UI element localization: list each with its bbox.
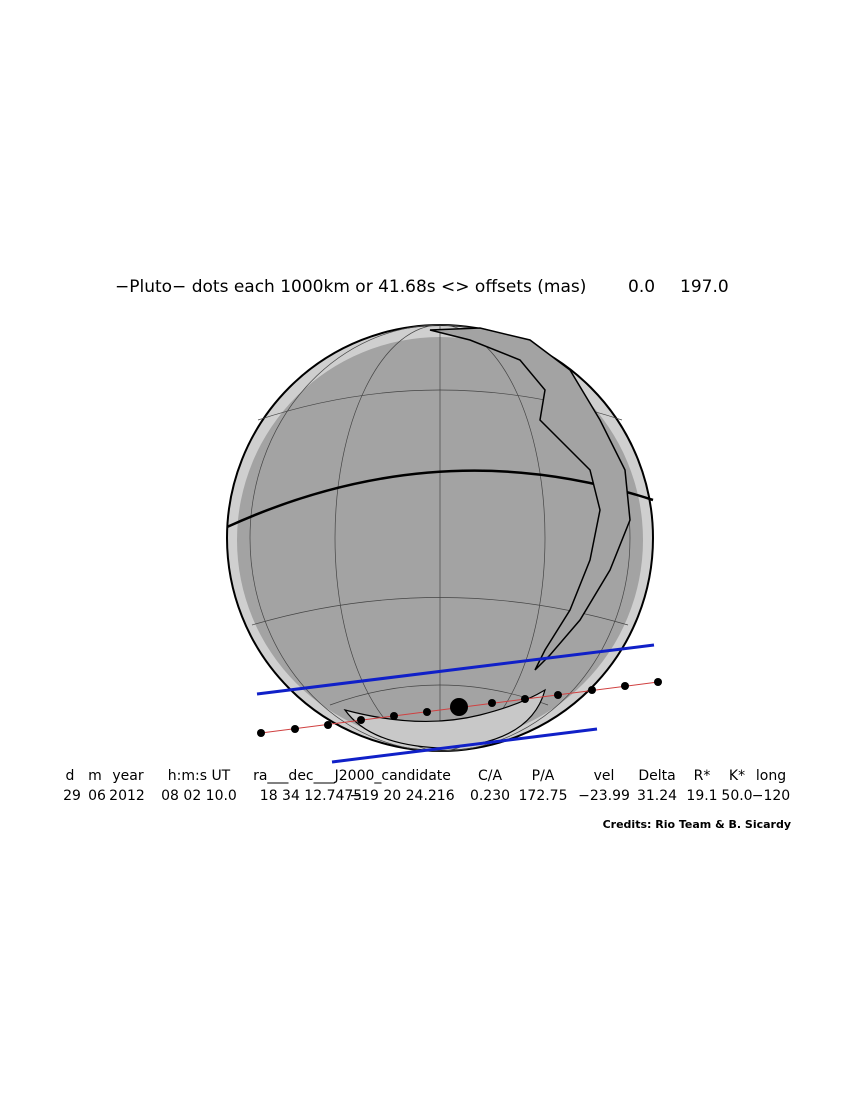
column-header: Delta — [638, 768, 675, 784]
cell: 172.75 — [519, 788, 568, 804]
header-row: d m year h:m:s UT ra___dec___J2000_candi… — [66, 768, 787, 784]
column-header: ra___dec___J2000_candidate — [253, 768, 451, 784]
cell: −19 20 24.216 — [349, 788, 454, 804]
cell: 50.0 — [721, 788, 752, 804]
globe — [226, 324, 654, 752]
column-header: h:m:s UT — [168, 768, 231, 784]
column-header: K* — [729, 768, 745, 784]
cell: −120 — [752, 788, 790, 804]
shadow-limit-south — [331, 727, 598, 764]
cell: 06 — [88, 788, 106, 804]
cell: 08 02 10.0 — [161, 788, 237, 804]
cell: 0.230 — [470, 788, 510, 804]
title: −Pluto− dots each 1000km or 41.68s <> of… — [115, 277, 586, 297]
shadow-limit-north — [256, 643, 655, 696]
offset-x: 0.0 — [628, 277, 655, 297]
column-header: m — [88, 768, 102, 784]
cell: 18 34 12.7475 — [260, 788, 362, 804]
column-header: d — [66, 768, 75, 784]
credits: Credits: Rio Team & B. Sicardy — [603, 818, 791, 831]
cell: 29 — [63, 788, 81, 804]
column-header: P/A — [532, 768, 555, 784]
column-header: C/A — [478, 768, 502, 784]
column-header: R* — [694, 768, 711, 784]
column-header: year — [112, 768, 143, 784]
cell: 31.24 — [637, 788, 677, 804]
offset-y: 197.0 — [680, 277, 729, 297]
antarctica — [343, 688, 546, 749]
time-dots — [257, 678, 662, 737]
value-row: 29 06 2012 08 02 10.0 18 34 12.7475 −19 … — [63, 788, 790, 804]
cell: −23.99 — [578, 788, 630, 804]
cell: 19.1 — [686, 788, 717, 804]
column-header: vel — [594, 768, 615, 784]
cell: 2012 — [109, 788, 145, 804]
column-header: long — [756, 768, 786, 784]
